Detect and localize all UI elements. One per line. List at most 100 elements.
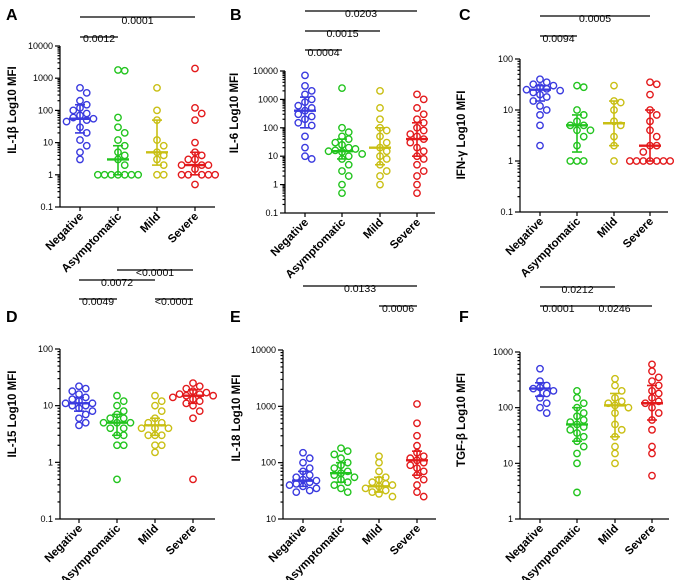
data-point [312, 484, 321, 493]
data-point [307, 155, 316, 163]
data-point [542, 389, 551, 398]
data-point [579, 416, 588, 424]
data-point [177, 170, 186, 179]
data-point [344, 128, 353, 137]
data-point [536, 141, 544, 150]
data-point [338, 123, 346, 132]
data-point [157, 441, 166, 450]
y-tick-label: 1000 [256, 401, 276, 411]
y-tick-label: 1 [508, 514, 513, 524]
data-point [376, 172, 384, 180]
data-point [69, 106, 78, 115]
data-point [89, 114, 98, 123]
x-category-label: Mild [360, 523, 385, 548]
y-axis-label: IL-18 Log10 MFI [231, 375, 243, 462]
data-point [343, 488, 352, 497]
series-mild [603, 81, 625, 165]
data-point [376, 115, 384, 124]
data-point [419, 492, 428, 501]
panel-letter: C [459, 7, 471, 24]
series-negative [285, 448, 321, 497]
data-point [330, 481, 339, 489]
p-value-label: 0.0001 [121, 15, 153, 27]
data-point [119, 414, 128, 423]
data-point [419, 475, 428, 484]
y-tick-label: 10000 [251, 345, 276, 355]
data-point [119, 441, 128, 450]
series-asymptomatic [566, 387, 588, 497]
series-mild [137, 391, 173, 457]
data-point [632, 157, 641, 165]
data-point [611, 449, 619, 458]
data-point [368, 478, 377, 487]
data-point [189, 475, 197, 484]
data-point [549, 81, 558, 90]
y-tick-label: 100 [498, 54, 513, 64]
data-point [106, 414, 115, 423]
data-point [573, 157, 581, 165]
data-point [375, 452, 383, 461]
y-tick-label: 100 [498, 403, 513, 413]
data-point [652, 111, 661, 119]
data-point [413, 441, 421, 450]
data-point [344, 160, 353, 169]
panel-letter: E [230, 309, 241, 326]
data-point [191, 180, 199, 189]
series-severe [177, 64, 220, 189]
data-point [82, 109, 91, 118]
data-point [202, 388, 211, 397]
data-point [204, 170, 213, 179]
p-value-label: 0.0015 [326, 28, 358, 40]
x-category-label: Mild [596, 523, 621, 548]
series-asymptomatic [330, 444, 359, 497]
data-point [579, 442, 588, 451]
data-point [573, 81, 581, 90]
data-point [406, 130, 415, 139]
data-point [75, 414, 83, 423]
data-point [646, 78, 654, 87]
data-point [307, 86, 316, 95]
data-point [305, 464, 314, 473]
data-point [413, 431, 421, 440]
y-tick-label: 10000 [253, 66, 278, 76]
data-point [177, 161, 186, 170]
data-point [191, 116, 199, 124]
y-tick-label: 10 [268, 151, 278, 161]
x-category-label: Mild [136, 523, 161, 548]
data-point [81, 384, 90, 393]
p-value-label: 0.0005 [579, 13, 611, 25]
y-axis-label: IL-6 Log10 MFI [229, 73, 241, 154]
data-point [164, 424, 173, 433]
x-category-label: Severe [388, 217, 423, 252]
p-value-label: 0.0212 [561, 284, 593, 296]
data-point [307, 121, 316, 130]
data-point [62, 117, 71, 126]
data-point [350, 473, 359, 482]
data-point [375, 458, 383, 467]
data-point [625, 157, 634, 165]
data-point [413, 160, 421, 169]
y-tick-label: 0.1 [500, 207, 513, 217]
data-point [305, 471, 314, 480]
data-point [75, 421, 83, 430]
data-point [114, 66, 122, 74]
series-asymptomatic [324, 84, 367, 198]
data-point [536, 364, 544, 373]
x-category-label: Severe [166, 211, 201, 246]
data-point [182, 384, 191, 393]
data-point [301, 152, 309, 161]
data-point [307, 112, 316, 121]
series-asymptomatic [99, 391, 135, 484]
data-point [197, 151, 206, 160]
x-category-label: Severe [164, 523, 199, 558]
data-point [536, 403, 544, 412]
p-value-label: <0.0001 [136, 267, 174, 279]
data-point [99, 418, 108, 427]
data-point [294, 110, 303, 119]
data-point [549, 387, 558, 395]
data-point [351, 145, 360, 153]
y-tick-label: 100 [38, 105, 53, 115]
p-value-label: 0.0072 [101, 277, 133, 289]
data-point [76, 83, 84, 92]
